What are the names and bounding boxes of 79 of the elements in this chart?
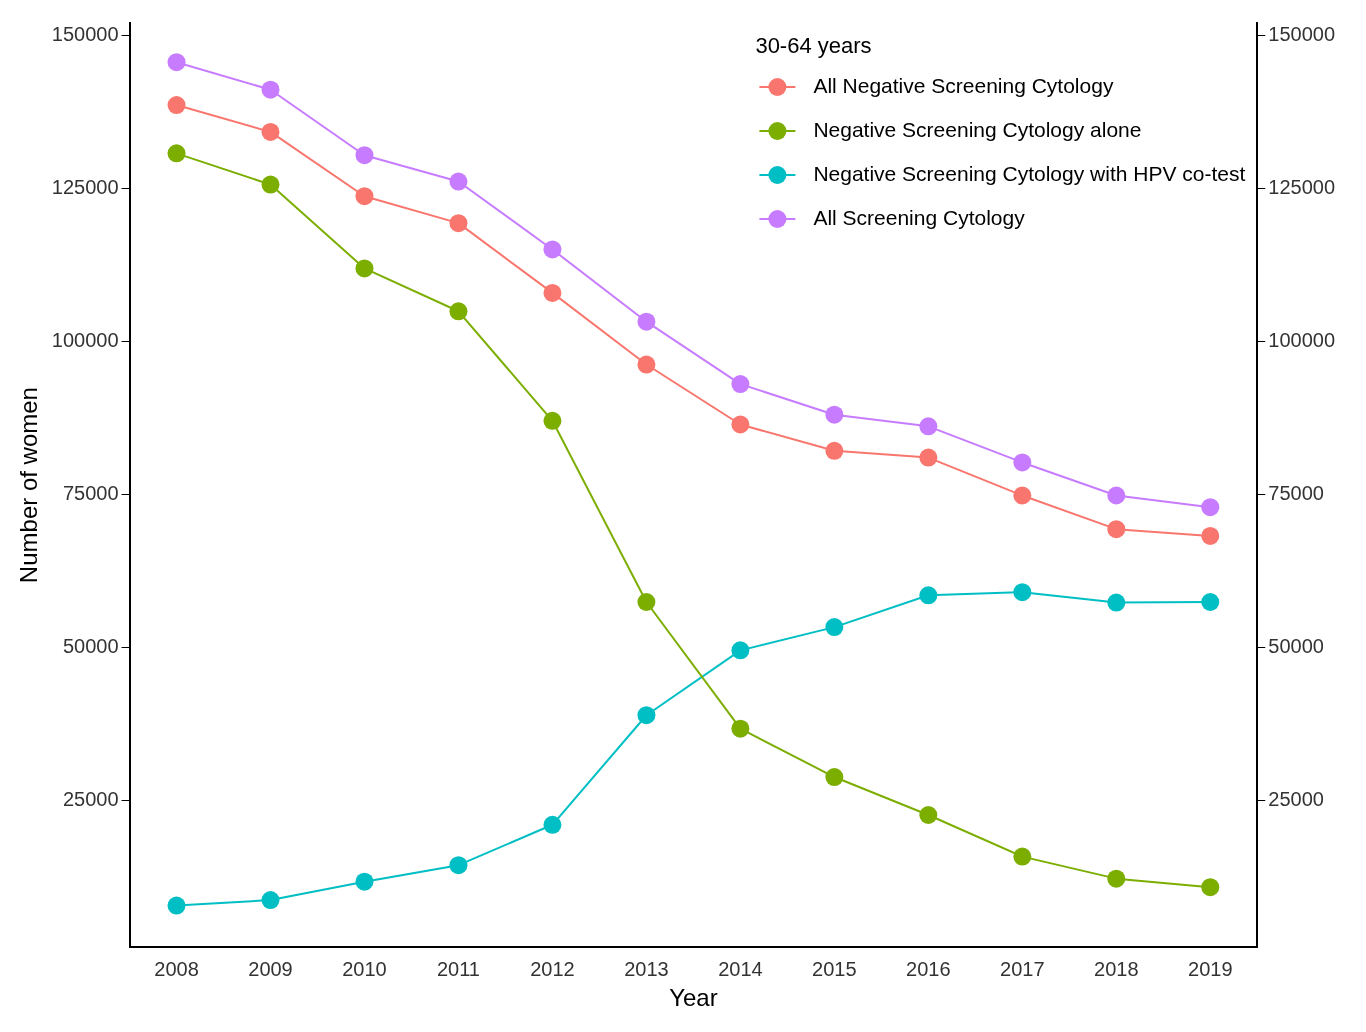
point [637,355,656,374]
point [543,815,562,834]
x-tick-label: 2019 [1188,957,1233,980]
x-tick-label: 2012 [530,957,575,980]
y-tick-label: 100000 [51,328,119,351]
x-tick-label: 2014 [718,957,763,980]
y-tick-label: 50000 [62,634,119,657]
point [731,641,750,660]
point [543,283,562,302]
point [1107,593,1126,612]
x-tick-label: 2016 [906,957,951,980]
point [167,96,186,115]
point [1107,486,1126,505]
legend-label: Negative Screening Cytology with HPV co-test [813,161,1246,185]
y2-tick-label: 25000 [1268,787,1324,810]
point [449,172,468,191]
point [167,144,186,163]
point [1201,593,1220,611]
point [167,53,186,72]
x-tick-label: 2013 [624,957,669,980]
point [1013,453,1032,472]
point [731,719,750,738]
point [731,375,750,394]
point [355,259,374,278]
legend-title: 30-64 years [755,33,872,59]
point [637,706,656,725]
y-tick-label: 75000 [62,481,119,504]
x-tick-label: 2011 [436,957,480,980]
point [261,80,280,99]
x-tick-label: 2008 [154,957,199,980]
point [825,768,844,787]
point [1201,526,1220,545]
point [355,187,374,206]
point [825,405,844,424]
y-tick-label: 25000 [62,787,119,810]
point [449,302,468,321]
y2-tick-label: 150000 [1268,22,1336,45]
y2-tick-label: 75000 [1268,481,1324,504]
x-tick-label: 2017 [1000,957,1045,980]
point [1201,498,1220,517]
point [261,122,280,141]
point [261,175,280,194]
point [543,240,562,259]
point [919,586,938,605]
point [1107,869,1126,888]
y2-tick-label: 100000 [1268,328,1336,351]
point [1013,847,1032,866]
point [1201,878,1220,897]
point [167,896,186,915]
point [919,806,938,824]
legend-label: All Negative Screening Cytology [813,73,1114,97]
point [731,415,750,434]
point [355,146,374,165]
x-tick-label: 2018 [1094,957,1139,980]
y-axis-title: Number of women [15,387,43,584]
x-axis-title: Year [669,984,718,1012]
point [543,411,562,430]
point [825,618,844,637]
x-tick-label: 2015 [812,957,857,980]
point [825,441,844,460]
point [355,872,374,891]
legend-label: Negative Screening Cytology alone [813,117,1142,141]
point [1107,520,1126,539]
y2-tick-label: 125000 [1268,175,1336,198]
y-tick-label: 125000 [51,175,119,198]
point [449,856,468,875]
point [261,891,280,910]
x-tick-label: 2009 [248,957,293,980]
point [919,448,938,467]
point [637,312,656,331]
point [919,417,938,436]
point [1013,486,1032,505]
point [449,214,468,233]
x-tick-label: 2010 [342,957,387,980]
y-tick-label: 150000 [51,22,119,45]
y2-tick-label: 50000 [1268,634,1324,657]
legend-label: All Screening Cytology [813,205,1026,229]
point [637,593,656,611]
point [1013,583,1032,602]
